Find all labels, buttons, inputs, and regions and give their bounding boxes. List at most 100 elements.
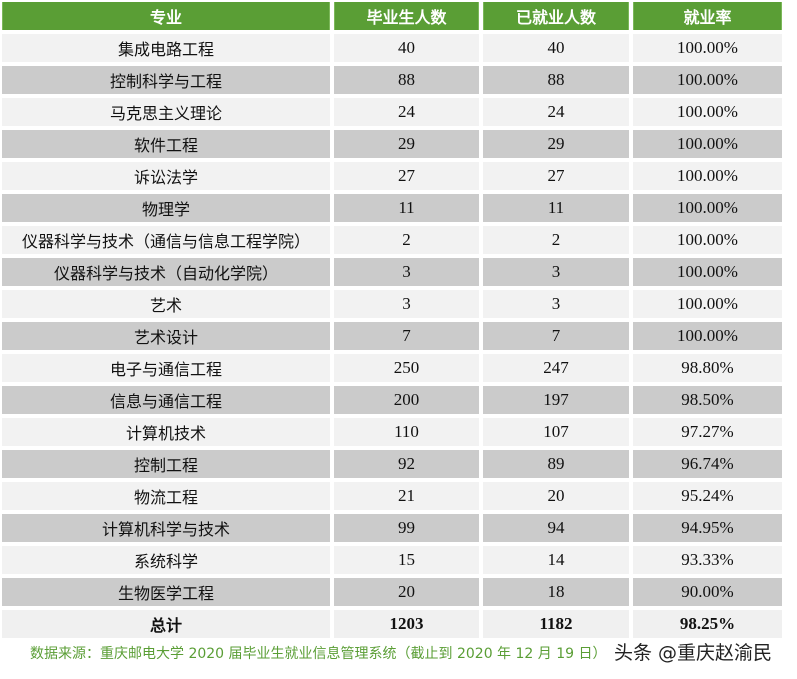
table-row: 诉讼法学 27 27 100.00% <box>0 162 790 194</box>
cell-graduates: 11 <box>334 194 479 222</box>
cell-major: 物流工程 <box>2 482 330 510</box>
cell-graduates: 99 <box>334 514 479 542</box>
cell-rate: 97.27% <box>633 418 782 446</box>
table-row: 艺术 3 3 100.00% <box>0 290 790 322</box>
cell-major: 电子与通信工程 <box>2 354 330 382</box>
table-row: 艺术设计 7 7 100.00% <box>0 322 790 354</box>
cell-rate: 100.00% <box>633 290 782 318</box>
cell-graduates: 250 <box>334 354 479 382</box>
total-label: 总计 <box>2 610 330 638</box>
table-total-row: 总计 1203 1182 98.25% <box>0 610 790 642</box>
table-row: 马克思主义理论 24 24 100.00% <box>0 98 790 130</box>
cell-employed: 11 <box>483 194 629 222</box>
table-row: 物理学 11 11 100.00% <box>0 194 790 226</box>
cell-employed: 2 <box>483 226 629 254</box>
cell-rate: 100.00% <box>633 34 782 62</box>
watermark: 头条 @重庆赵渝民 <box>614 642 773 664</box>
total-rate: 98.25% <box>633 610 782 638</box>
cell-rate: 100.00% <box>633 226 782 254</box>
cell-major: 控制科学与工程 <box>2 66 330 94</box>
cell-employed: 247 <box>483 354 629 382</box>
cell-employed: 107 <box>483 418 629 446</box>
cell-major: 集成电路工程 <box>2 34 330 62</box>
cell-major: 诉讼法学 <box>2 162 330 190</box>
table-row: 电子与通信工程 250 247 98.80% <box>0 354 790 386</box>
cell-major: 生物医学工程 <box>2 578 330 606</box>
table-row: 计算机科学与技术 99 94 94.95% <box>0 514 790 546</box>
employment-table: 专业 毕业生人数 已就业人数 就业率 集成电路工程 40 40 100.00% 控制科学… <box>0 2 790 642</box>
cell-rate: 94.95% <box>633 514 782 542</box>
cell-graduates: 110 <box>334 418 479 446</box>
cell-graduates: 200 <box>334 386 479 414</box>
cell-employed: 27 <box>483 162 629 190</box>
cell-rate: 100.00% <box>633 258 782 286</box>
table-row: 仪器科学与技术（自动化学院） 3 3 100.00% <box>0 258 790 290</box>
cell-major: 艺术 <box>2 290 330 318</box>
cell-graduates: 40 <box>334 34 479 62</box>
table-row: 计算机技术 110 107 97.27% <box>0 418 790 450</box>
cell-employed: 7 <box>483 322 629 350</box>
table-row: 仪器科学与技术（通信与信息工程学院） 2 2 100.00% <box>0 226 790 258</box>
table-row: 信息与通信工程 200 197 98.50% <box>0 386 790 418</box>
total-employed: 1182 <box>483 610 629 638</box>
table-header: 专业 毕业生人数 已就业人数 就业率 <box>0 2 790 34</box>
table-row: 系统科学 15 14 93.33% <box>0 546 790 578</box>
cell-graduates: 24 <box>334 98 479 126</box>
cell-major: 仪器科学与技术（通信与信息工程学院） <box>2 226 330 254</box>
cell-major: 信息与通信工程 <box>2 386 330 414</box>
header-rate: 就业率 <box>633 2 782 30</box>
cell-major: 计算机科学与技术 <box>2 514 330 542</box>
cell-employed: 29 <box>483 130 629 158</box>
header-major: 专业 <box>2 2 330 30</box>
table-row: 控制科学与工程 88 88 100.00% <box>0 66 790 98</box>
cell-graduates: 92 <box>334 450 479 478</box>
cell-graduates: 27 <box>334 162 479 190</box>
cell-graduates: 2 <box>334 226 479 254</box>
cell-major: 软件工程 <box>2 130 330 158</box>
cell-graduates: 21 <box>334 482 479 510</box>
cell-graduates: 7 <box>334 322 479 350</box>
table-row: 物流工程 21 20 95.24% <box>0 482 790 514</box>
cell-employed: 24 <box>483 98 629 126</box>
cell-graduates: 20 <box>334 578 479 606</box>
cell-graduates: 29 <box>334 130 479 158</box>
cell-employed: 197 <box>483 386 629 414</box>
cell-major: 系统科学 <box>2 546 330 574</box>
cell-rate: 93.33% <box>633 546 782 574</box>
cell-rate: 100.00% <box>633 194 782 222</box>
cell-employed: 88 <box>483 66 629 94</box>
cell-employed: 3 <box>483 290 629 318</box>
header-graduates: 毕业生人数 <box>334 2 479 30</box>
cell-major: 艺术设计 <box>2 322 330 350</box>
cell-rate: 100.00% <box>633 98 782 126</box>
cell-rate: 90.00% <box>633 578 782 606</box>
table-row: 集成电路工程 40 40 100.00% <box>0 34 790 66</box>
total-graduates: 1203 <box>334 610 479 638</box>
cell-rate: 95.24% <box>633 482 782 510</box>
cell-employed: 14 <box>483 546 629 574</box>
header-employed: 已就业人数 <box>483 2 629 30</box>
cell-employed: 40 <box>483 34 629 62</box>
cell-major: 物理学 <box>2 194 330 222</box>
cell-employed: 20 <box>483 482 629 510</box>
cell-rate: 100.00% <box>633 162 782 190</box>
cell-employed: 18 <box>483 578 629 606</box>
table-row: 生物医学工程 20 18 90.00% <box>0 578 790 610</box>
cell-employed: 89 <box>483 450 629 478</box>
cell-graduates: 15 <box>334 546 479 574</box>
cell-graduates: 3 <box>334 290 479 318</box>
cell-rate: 100.00% <box>633 322 782 350</box>
table-row: 控制工程 92 89 96.74% <box>0 450 790 482</box>
cell-rate: 96.74% <box>633 450 782 478</box>
cell-major: 马克思主义理论 <box>2 98 330 126</box>
table-row: 软件工程 29 29 100.00% <box>0 130 790 162</box>
cell-rate: 100.00% <box>633 66 782 94</box>
data-source-note: 数据来源：重庆邮电大学 2020 届毕业生就业信息管理系统（截止到 2020 年… <box>30 646 607 662</box>
cell-rate: 98.50% <box>633 386 782 414</box>
cell-major: 仪器科学与技术（自动化学院） <box>2 258 330 286</box>
cell-rate: 98.80% <box>633 354 782 382</box>
cell-graduates: 88 <box>334 66 479 94</box>
cell-graduates: 3 <box>334 258 479 286</box>
cell-employed: 94 <box>483 514 629 542</box>
cell-employed: 3 <box>483 258 629 286</box>
